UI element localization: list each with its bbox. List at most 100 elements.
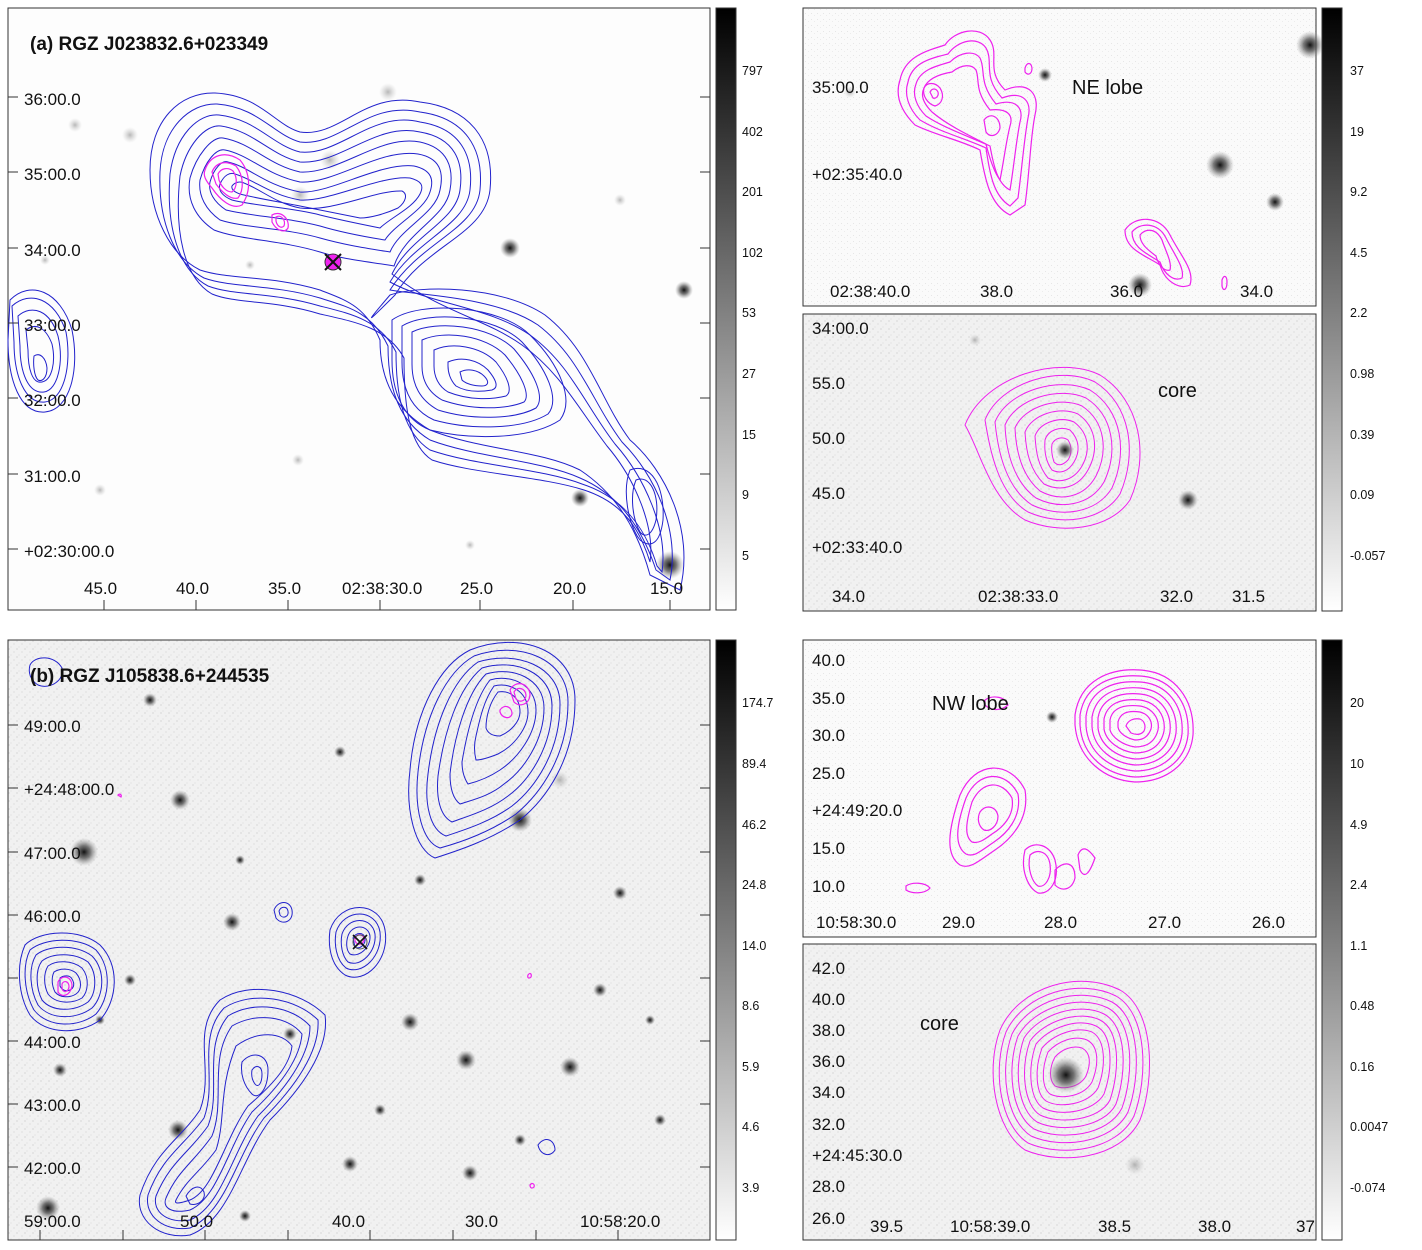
colorbar-label: 46.2 bbox=[742, 818, 766, 832]
panel-b-lobe-image bbox=[802, 639, 1317, 938]
colorbar-label: 1.1 bbox=[1350, 939, 1367, 953]
panel-b-dec-labels: 49:00.0 +24:48:00.0 47:00.0 46:00.0 44:0… bbox=[24, 717, 114, 1178]
dec-label: 31:00.0 bbox=[24, 467, 81, 486]
panel-a-zoom-colorbar: 37 19 9.2 4.5 2.2 0.98 0.39 0.09 -0.057 bbox=[1321, 7, 1385, 612]
ra-label: 02:38:30.0 bbox=[342, 579, 422, 598]
dec-label: 40.0 bbox=[812, 990, 845, 1009]
panel-a-host-marker bbox=[324, 253, 342, 271]
colorbar-label: 2.4 bbox=[1350, 878, 1367, 892]
dec-label: 10.0 bbox=[812, 877, 845, 896]
dec-label: 38.0 bbox=[812, 1021, 845, 1040]
dec-label: 55.0 bbox=[812, 374, 845, 393]
panel-a-core-contours bbox=[964, 366, 1141, 529]
ra-label: 35.0 bbox=[268, 579, 301, 598]
ra-label: 37 bbox=[1296, 1217, 1315, 1236]
dec-label: 45.0 bbox=[812, 484, 845, 503]
colorbar-label: 15 bbox=[742, 428, 756, 442]
colorbar-label: 402 bbox=[742, 125, 763, 139]
ra-label: 38.0 bbox=[980, 282, 1013, 301]
colorbar-label: 10 bbox=[1350, 757, 1364, 771]
colorbar-label: 174.7 bbox=[742, 696, 773, 710]
colorbar-label: 14.0 bbox=[742, 939, 766, 953]
dec-label: 26.0 bbox=[812, 1209, 845, 1228]
panel-a-core-label: core bbox=[1158, 380, 1197, 402]
ra-label: 36.0 bbox=[1110, 282, 1143, 301]
dec-label: 43:00.0 bbox=[24, 1096, 81, 1115]
dec-label: 25.0 bbox=[812, 764, 845, 783]
ra-label: 59:00.0 bbox=[24, 1212, 81, 1231]
ra-label: 10:58:39.0 bbox=[950, 1217, 1030, 1236]
dec-label: 49:00.0 bbox=[24, 717, 81, 736]
ra-label: 27.0 bbox=[1148, 913, 1181, 932]
panel-a-core-image bbox=[802, 313, 1317, 612]
colorbar-label: 0.48 bbox=[1350, 999, 1374, 1013]
ra-label: 26.0 bbox=[1252, 913, 1285, 932]
colorbar-label: 19 bbox=[1350, 125, 1364, 139]
colorbar-label: 2.2 bbox=[1350, 306, 1367, 320]
colorbar-label: 5.9 bbox=[742, 1060, 759, 1074]
colorbar-label: 0.16 bbox=[1350, 1060, 1374, 1074]
dec-label: 35.0 bbox=[812, 689, 845, 708]
ra-label: 15.0 bbox=[650, 579, 683, 598]
ra-label: 28.0 bbox=[1044, 913, 1077, 932]
panel-b-lobe-label: NW lobe bbox=[932, 693, 1009, 715]
ra-label: 45.0 bbox=[84, 579, 117, 598]
dec-label: 46:00.0 bbox=[24, 907, 81, 926]
colorbar-label: 0.98 bbox=[1350, 367, 1374, 381]
ra-label: 40.0 bbox=[332, 1212, 365, 1231]
panel-a-lobe-image bbox=[802, 7, 1317, 307]
ra-label: 32.0 bbox=[1160, 587, 1193, 606]
dec-label: 34:00.0 bbox=[24, 241, 81, 260]
dec-label: +24:45:30.0 bbox=[812, 1146, 902, 1165]
dec-label: 15.0 bbox=[812, 839, 845, 858]
ra-label: 20.0 bbox=[553, 579, 586, 598]
colorbar-label: 20 bbox=[1350, 696, 1364, 710]
panel-b-title: (b) RGZ J105838.6+244535 bbox=[30, 666, 270, 687]
ra-label: 34.0 bbox=[1240, 282, 1273, 301]
ra-label: 38.0 bbox=[1198, 1217, 1231, 1236]
dec-label: +02:35:40.0 bbox=[812, 165, 902, 184]
panel-a-ra-labels: 45.0 40.0 35.0 02:38:30.0 25.0 20.0 15.0 bbox=[84, 579, 683, 598]
ra-label: 31.5 bbox=[1232, 587, 1265, 606]
panel-b-core-label: core bbox=[920, 1013, 959, 1035]
panel-b-core-image bbox=[802, 943, 1317, 1241]
ra-label: 34.0 bbox=[832, 587, 865, 606]
panel-b-main: (b) RGZ J105838.6+244535 49:00.0 +24:48:… bbox=[7, 639, 711, 1241]
ra-label: 39.5 bbox=[870, 1217, 903, 1236]
dec-label: 28.0 bbox=[812, 1177, 845, 1196]
dec-label: 34.0 bbox=[812, 1083, 845, 1102]
ra-label: 25.0 bbox=[460, 579, 493, 598]
dec-label: 34:00.0 bbox=[812, 319, 869, 338]
dec-label: 42:00.0 bbox=[24, 1159, 81, 1178]
panel-b-main-colorbar: 174.7 89.4 46.2 24.8 14.0 8.6 5.9 4.6 3.… bbox=[715, 639, 773, 1241]
panel-a-radio-contours bbox=[7, 92, 685, 591]
panel-a-ticks bbox=[8, 96, 710, 610]
ra-label: 40.0 bbox=[176, 579, 209, 598]
ra-label: 38.5 bbox=[1098, 1217, 1131, 1236]
panel-a-ir-contours bbox=[203, 154, 289, 232]
panel-b-host-marker bbox=[352, 934, 368, 950]
panel-b-core-zoom: core 42.0 40.0 38.0 36.0 34.0 32.0 +24:4… bbox=[802, 943, 1317, 1241]
dec-label: 42.0 bbox=[812, 959, 845, 978]
colorbar-label: -0.057 bbox=[1350, 549, 1385, 563]
colorbar-label: 9 bbox=[742, 488, 749, 502]
panel-a-lobe-contours bbox=[897, 30, 1228, 291]
dec-label: 44:00.0 bbox=[24, 1033, 81, 1052]
panel-a-main-colorbar: 797 402 201 102 53 27 15 9 5 bbox=[715, 7, 763, 611]
panel-b-ticks bbox=[8, 724, 710, 1240]
ra-label: 10:58:20.0 bbox=[580, 1212, 660, 1231]
colorbar-label: 3.9 bbox=[742, 1181, 759, 1195]
panel-b-ir-contours bbox=[57, 683, 535, 1189]
dec-label: 36:00.0 bbox=[24, 90, 81, 109]
dec-label: 47:00.0 bbox=[24, 844, 81, 863]
dec-label: 33:00.0 bbox=[24, 316, 81, 335]
colorbar-label: 24.8 bbox=[742, 878, 766, 892]
colorbar-label: 102 bbox=[742, 246, 763, 260]
panel-b-radio-contours bbox=[18, 641, 576, 1237]
dec-label: +24:48:00.0 bbox=[24, 780, 114, 799]
dec-label: 32.0 bbox=[812, 1115, 845, 1134]
panel-a-title: (a) RGZ J023832.6+023349 bbox=[30, 34, 268, 55]
panel-b-ra-labels: 59:00.0 50.0 40.0 30.0 10:58:20.0 bbox=[24, 1212, 660, 1231]
colorbar-label: 9.2 bbox=[1350, 185, 1367, 199]
colorbar-label: 53 bbox=[742, 306, 756, 320]
